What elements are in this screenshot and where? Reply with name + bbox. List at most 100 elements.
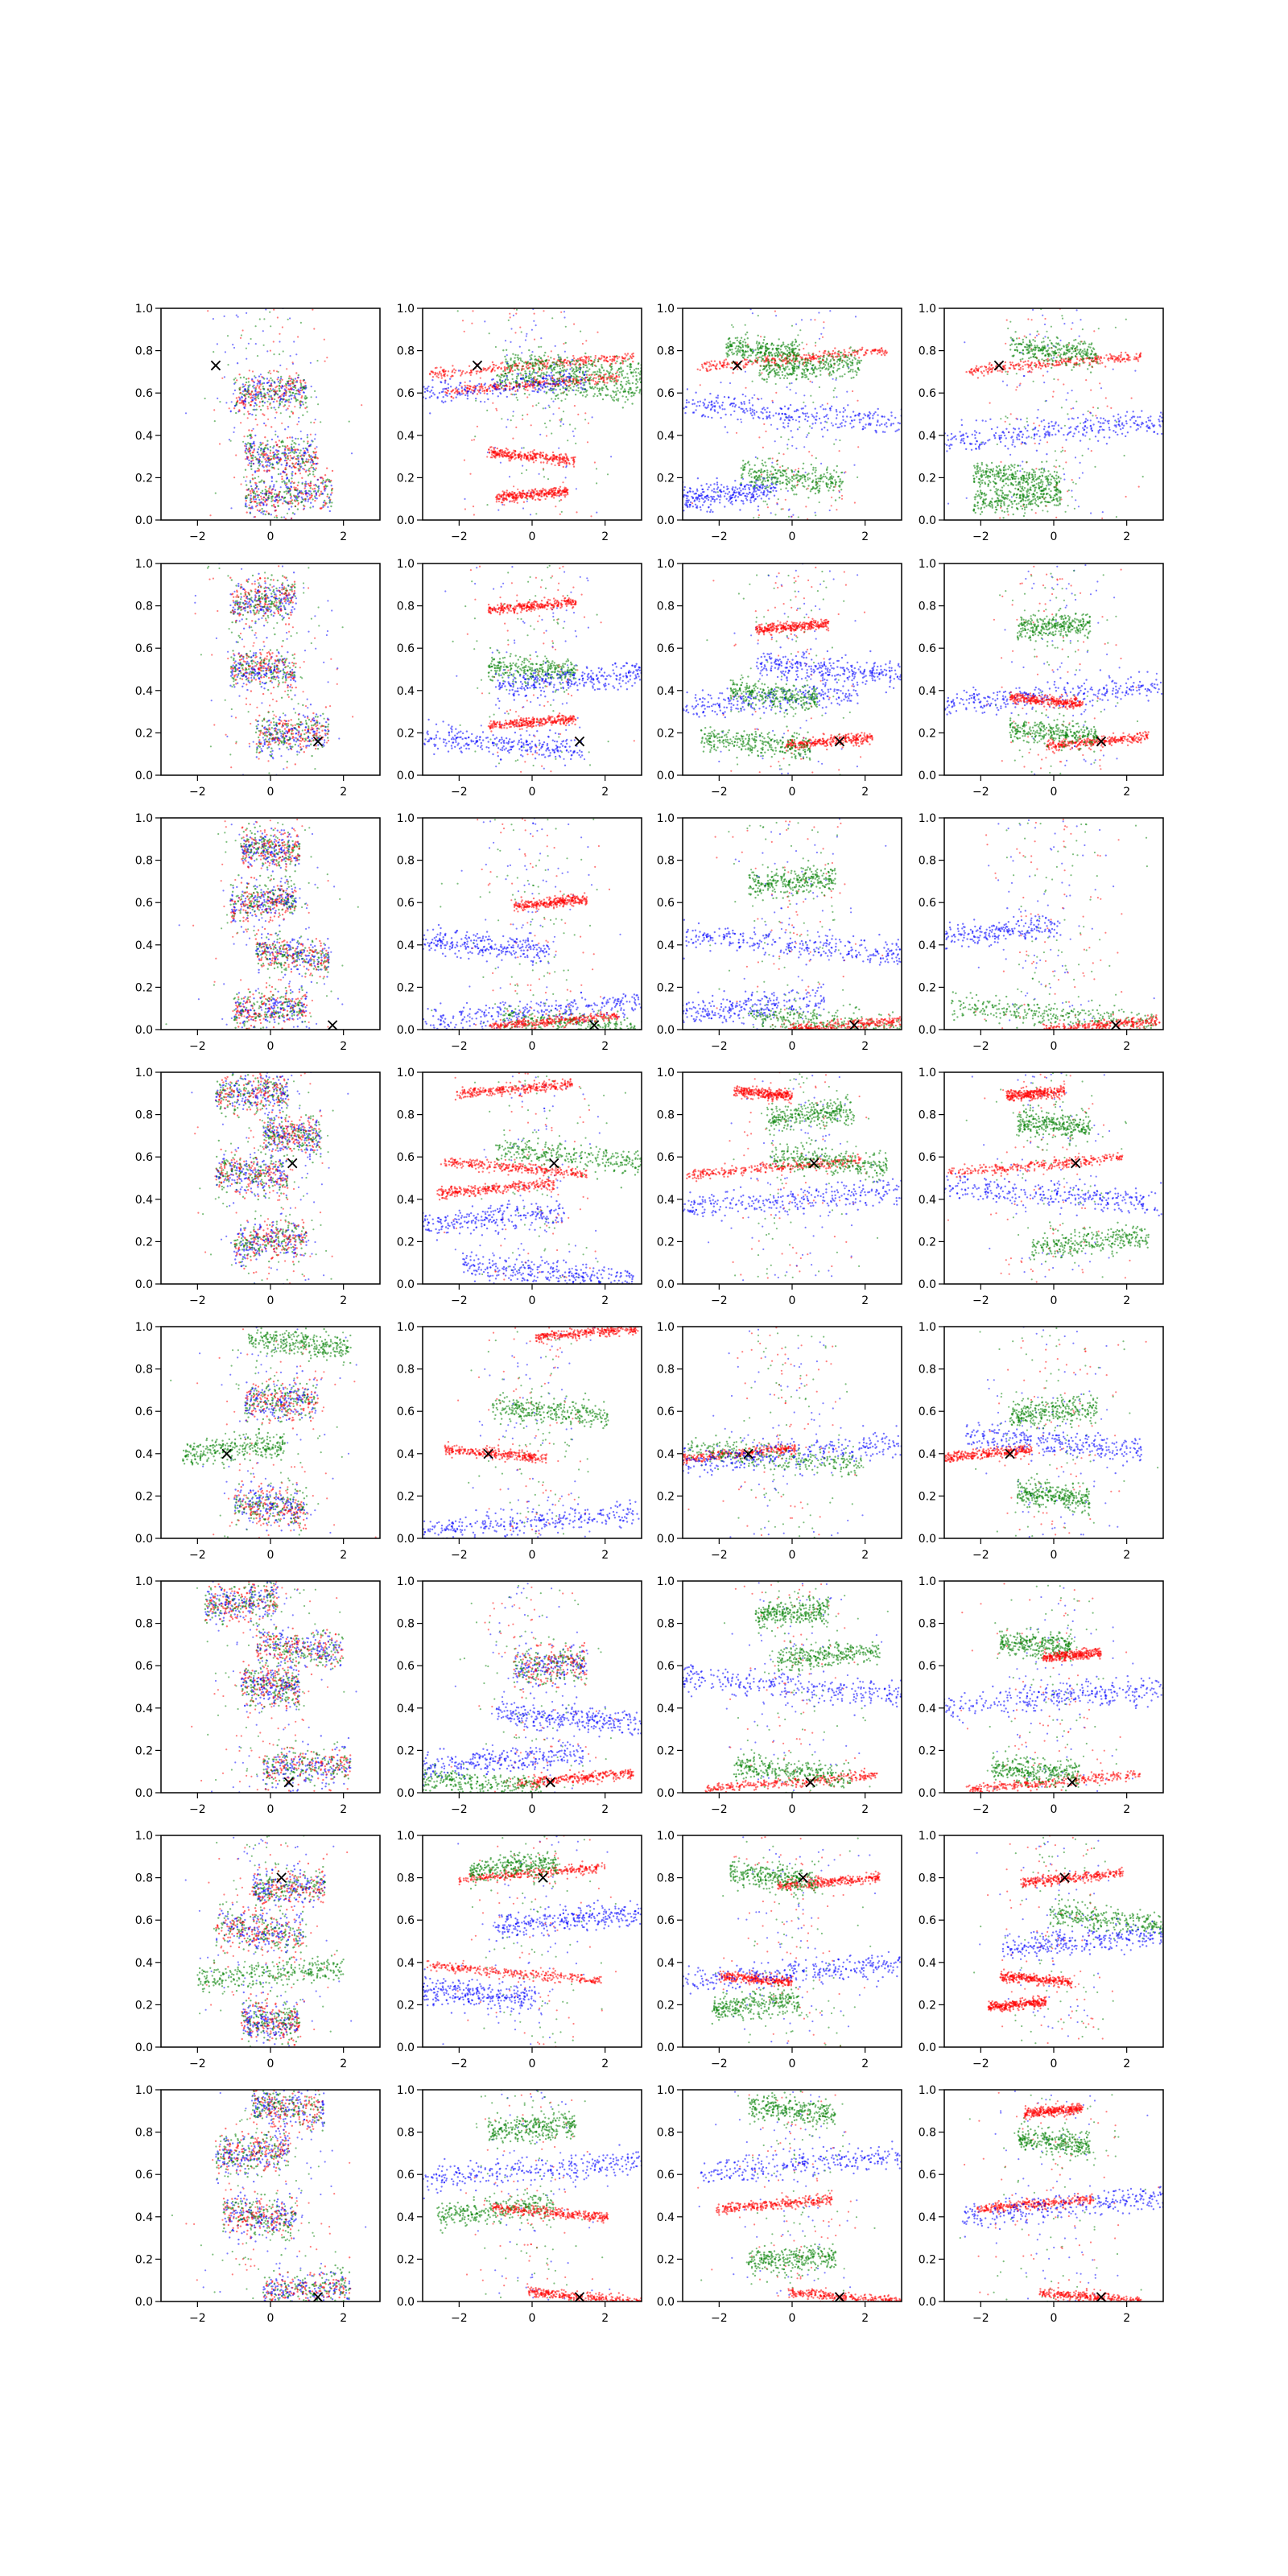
data-point [542,364,544,366]
data-point [533,494,535,497]
y-tick-label: 0.6 [397,387,415,400]
data-point [256,391,258,394]
data-point [246,489,248,491]
data-point [272,447,275,449]
data-point [529,355,531,357]
data-point [519,359,522,361]
data-point [515,426,518,429]
data-point [564,369,566,371]
data-point [373,397,374,398]
data-point [562,361,564,364]
data-point [552,492,555,494]
data-point [259,408,262,411]
data-point [800,376,803,378]
data-point [457,388,460,390]
data-point [615,355,618,357]
data-point [578,382,580,384]
data-point [294,500,297,502]
data-point [315,493,318,497]
data-point [515,308,518,311]
data-point [461,320,464,322]
data-point [849,353,852,356]
data-point [213,420,216,423]
data-point [591,363,594,365]
data-point [442,396,444,398]
data-point [513,485,515,488]
data-point [289,317,291,320]
data-point [543,310,545,312]
data-point [551,488,554,490]
data-point [240,334,242,336]
data-point [526,382,529,386]
data-point [554,385,556,388]
data-point [563,456,565,460]
data-point [729,382,732,385]
data-point [246,476,248,478]
data-point [279,382,281,385]
data-point [244,400,246,402]
data-point [272,341,275,343]
data-point [314,438,316,440]
data-point [584,395,587,398]
data-point [294,386,297,390]
data-point [571,358,573,361]
data-point [737,418,739,421]
data-point [534,498,537,502]
data-point [535,324,537,327]
data-point [860,349,862,352]
data-point [304,500,307,502]
data-point [777,348,779,350]
data-point [752,361,755,364]
data-point [506,395,508,398]
data-point [502,349,505,352]
data-point [746,356,749,359]
data-point [559,493,562,496]
data-point [440,390,444,394]
data-point [263,392,266,394]
data-point [856,350,859,353]
data-point [520,456,523,459]
data-point [569,361,572,364]
data-point [572,463,575,466]
data-point [534,386,536,389]
data-point [253,489,255,492]
data-point [466,392,469,395]
data-point [241,393,244,395]
data-point [266,406,269,408]
data-point [821,404,824,407]
data-point [286,477,288,480]
data-point [551,385,554,387]
data-point [495,407,497,410]
data-point [609,394,612,397]
data-point [758,351,760,354]
data-point [262,344,265,346]
data-point [620,381,622,383]
data-point [780,351,782,353]
data-point [629,365,631,369]
data-point [741,360,744,362]
data-point [580,356,583,359]
data-point [249,481,252,484]
data-point [252,408,254,411]
data-point [312,488,314,490]
data-point [804,376,807,378]
data-point [298,420,300,423]
data-point [565,361,568,364]
data-point [550,489,553,491]
data-point [706,369,708,371]
data-point [521,497,523,499]
data-point [324,504,326,507]
data-point [444,387,446,390]
data-point [751,348,754,351]
data-point [526,413,529,416]
data-point [209,514,212,517]
data-point [719,498,721,501]
data-point [478,386,481,388]
data-point [613,378,616,380]
data-point [533,492,535,495]
data-point [328,510,331,513]
data-point [270,480,273,483]
data-point [548,489,551,492]
data-point [557,397,559,400]
